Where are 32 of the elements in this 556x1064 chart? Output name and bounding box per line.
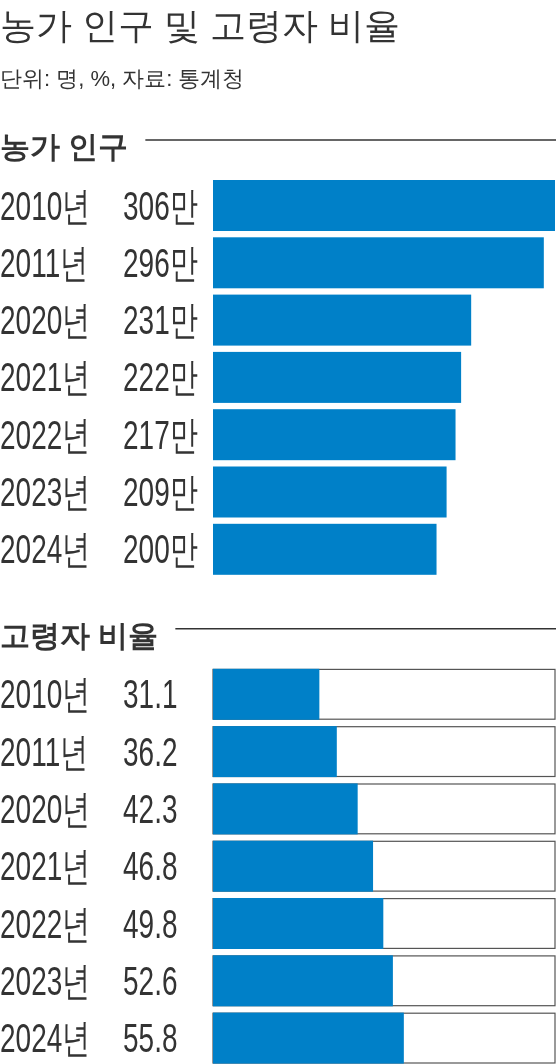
category: 2021년 xyxy=(0,844,91,889)
data-label: 306만 xyxy=(123,183,199,228)
category: 2020년 xyxy=(0,787,91,831)
category: 2023년 xyxy=(0,958,91,1003)
category: 2011년 xyxy=(0,729,89,774)
data-label: 55.8 xyxy=(123,1016,178,1061)
category: 2021년 xyxy=(0,355,91,400)
data-label: 49.8 xyxy=(123,901,178,946)
data-label: 217만 xyxy=(123,412,199,457)
panel-title: 농가 인구 xyxy=(0,130,129,163)
data-label: 46.8 xyxy=(123,844,178,889)
data-label: 52.6 xyxy=(123,958,178,1003)
data-label: 209만 xyxy=(123,470,199,515)
category: 2011년 xyxy=(0,240,89,285)
data-label: 231만 xyxy=(123,298,199,343)
category: 2024년 xyxy=(0,1016,91,1061)
panel-title: 고령자 비율 xyxy=(0,618,159,652)
data-label: 42.3 xyxy=(123,787,178,831)
title: 농가 인구 및 고령자 비율 xyxy=(0,5,400,46)
category: 2024년 xyxy=(0,527,91,572)
data-label: 222만 xyxy=(123,355,199,400)
category: 2022년 xyxy=(0,901,91,946)
data-label: 36.2 xyxy=(123,729,178,774)
category: 2010년 xyxy=(0,183,91,228)
category: 2023년 xyxy=(0,470,91,515)
data-label: 296만 xyxy=(123,240,199,285)
data-label: 31.1 xyxy=(123,672,178,717)
category: 2022년 xyxy=(0,412,91,457)
category: 2020년 xyxy=(0,298,91,343)
data-label: 200만 xyxy=(123,527,199,572)
subtitle: 단위: 명, %, 자료: 통계청 xyxy=(0,66,245,91)
category: 2010년 xyxy=(0,672,91,717)
